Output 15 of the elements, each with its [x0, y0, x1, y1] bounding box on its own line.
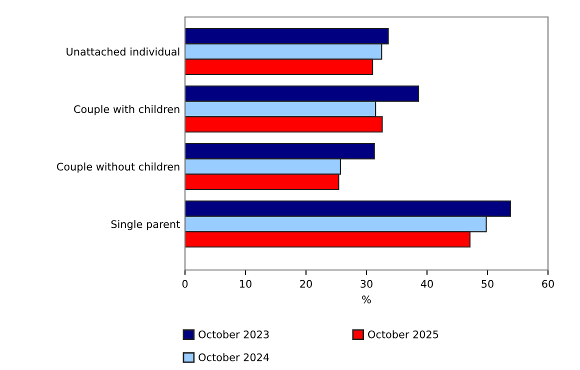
- x-tick-label: 10: [240, 280, 252, 288]
- x-tick-label: 30: [360, 280, 372, 288]
- x-tick-label: 20: [300, 280, 312, 288]
- y-tick-label: Couple without children: [56, 162, 180, 173]
- x-tick-label: 40: [420, 280, 433, 288]
- x-axis-title: %: [362, 296, 371, 304]
- y-tick-label: Single parent: [111, 220, 180, 230]
- x-tick-label: 50: [482, 280, 494, 288]
- y-tick-label: Couple with children: [74, 105, 180, 116]
- legend-label: October 2025: [368, 330, 438, 338]
- x-tick-label: 0: [182, 280, 188, 288]
- legend-label: October 2023: [198, 330, 269, 338]
- y-tick-label: Unattached individual: [66, 48, 180, 56]
- legend-label: October 2024: [198, 353, 269, 362]
- x-tick-label: 60: [542, 280, 554, 288]
